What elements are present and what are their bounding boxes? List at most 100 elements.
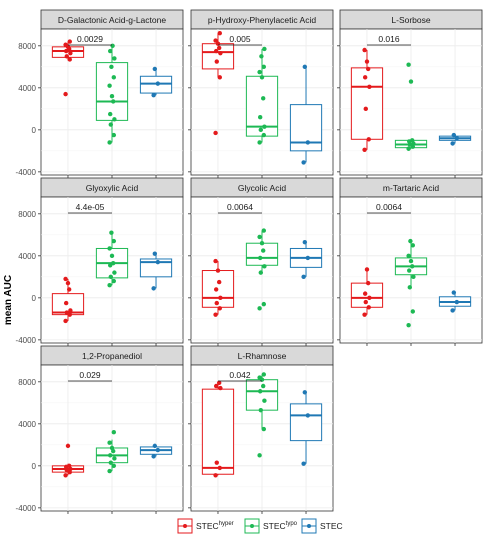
box-hyper	[201, 380, 235, 478]
pvalue-label: 0.016	[378, 34, 400, 44]
data-point	[366, 137, 371, 142]
data-point	[213, 38, 218, 43]
legend-item-stec: STEC	[301, 518, 343, 534]
data-point	[111, 260, 116, 266]
data-point	[152, 66, 158, 72]
y-tick-label: -4000	[16, 504, 37, 513]
data-point	[406, 253, 411, 259]
data-point	[362, 75, 368, 80]
pvalue-label: 4.4e-05	[76, 202, 105, 212]
data-point	[302, 390, 308, 395]
data-point	[408, 79, 414, 84]
box-body	[245, 242, 279, 266]
data-point	[111, 132, 117, 138]
data-point	[262, 124, 267, 129]
legend-item-hyper: STEChyper	[177, 518, 234, 534]
y-tick-label: -4000	[16, 168, 37, 177]
data-point	[257, 375, 262, 380]
data-point	[109, 445, 115, 451]
data-point	[365, 66, 371, 72]
data-point	[213, 258, 218, 264]
panel: D-Galactonic Acid-g-Lactone -4000 0 4000 800…	[16, 9, 184, 178]
box-body	[350, 67, 384, 140]
box-hyper	[350, 267, 384, 317]
data-point	[216, 380, 222, 386]
data-point	[363, 299, 368, 305]
data-point	[362, 312, 367, 317]
data-point	[213, 312, 218, 317]
data-point	[406, 322, 411, 328]
data-point	[410, 264, 415, 269]
box-body	[289, 403, 323, 442]
data-point	[65, 443, 71, 449]
panel: Glyoxylic Acid -4000 0 4000 8000 4.4e-05	[16, 177, 184, 346]
box-typo	[95, 430, 129, 474]
data-point	[155, 259, 161, 265]
data-point	[262, 398, 267, 403]
panel: 1,2-Propanediol -4000 0 4000 8000 0.029	[16, 345, 184, 514]
data-point	[109, 230, 114, 235]
y-axis-label: mean AUC	[3, 275, 14, 325]
data-point	[63, 318, 68, 324]
data-point	[213, 473, 218, 478]
data-point	[107, 246, 112, 251]
panel: L-Rhamnose 0.042	[188, 345, 334, 514]
data-point	[261, 248, 266, 253]
data-point	[151, 92, 156, 98]
data-point	[111, 463, 117, 469]
legend-label-superscript: hyper	[219, 521, 234, 527]
data-point	[410, 309, 415, 314]
box-typo	[394, 62, 428, 151]
data-point	[257, 306, 262, 311]
data-point	[367, 295, 372, 301]
data-point	[214, 59, 219, 64]
data-point	[362, 47, 367, 53]
data-point	[218, 385, 223, 391]
data-point	[261, 426, 266, 432]
panel: m-Tartaric Acid 0.0064	[337, 177, 483, 346]
data-point	[108, 122, 114, 127]
data-point	[454, 299, 460, 305]
data-point	[406, 146, 411, 151]
data-point	[155, 447, 161, 453]
panel-title: D-Galactonic Acid-g-Lactone	[58, 15, 166, 25]
panel-title: m-Tartaric Acid	[383, 183, 439, 193]
data-point	[261, 64, 266, 70]
box-stec	[438, 132, 472, 146]
box-typo	[95, 230, 129, 288]
data-point	[261, 383, 266, 389]
data-point	[107, 468, 112, 474]
data-point	[258, 255, 263, 261]
data-point	[109, 94, 115, 99]
data-point	[362, 291, 368, 296]
data-point	[301, 274, 306, 280]
data-point	[258, 127, 263, 133]
pvalue-label: 0.005	[229, 34, 251, 44]
pvalue-label: 0.0064	[227, 202, 253, 212]
box-body	[95, 62, 129, 121]
box-hyper	[51, 276, 85, 324]
data-point	[305, 413, 311, 418]
legend-item-typo: STECtypo	[244, 518, 298, 534]
data-point	[107, 140, 112, 145]
pvalue-label: 0.0064	[376, 202, 402, 212]
data-point	[302, 239, 308, 245]
data-point	[64, 54, 69, 59]
data-point	[257, 234, 262, 240]
data-point	[218, 295, 223, 301]
data-point	[408, 258, 414, 264]
data-point	[68, 308, 73, 313]
data-point	[110, 43, 115, 49]
data-point	[262, 264, 267, 269]
data-point	[107, 283, 112, 288]
box-hyper	[201, 31, 235, 136]
panel: p-Hydroxy-Phenylacetic Acid 0.005	[188, 9, 334, 178]
data-point	[214, 460, 219, 465]
data-point	[111, 75, 117, 80]
box-stec	[139, 443, 173, 459]
box-stec	[139, 251, 173, 291]
data-point	[111, 430, 117, 435]
data-point	[109, 64, 114, 70]
legend-label: STEChyper	[196, 521, 234, 531]
